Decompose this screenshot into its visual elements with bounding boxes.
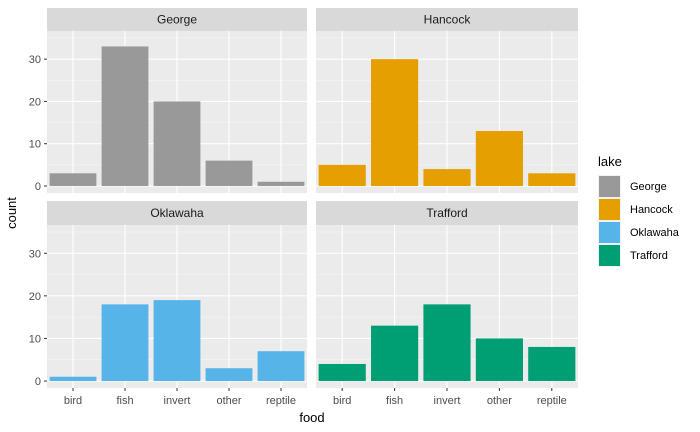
facet-strip (47, 201, 307, 225)
legend-label: Hancock (630, 204, 673, 216)
x-tick-label-other: other (216, 395, 241, 407)
y-axis-title: count (4, 197, 19, 229)
legend-swatch (599, 176, 620, 197)
x-tick-label-bird: bird (64, 395, 82, 407)
y-tick-label: 10 (29, 333, 41, 345)
facet-strip-label: Hancock (424, 13, 472, 27)
legend-label: Trafford (630, 250, 668, 262)
x-axis-title: food (299, 410, 324, 425)
facet-strip (316, 201, 578, 225)
x-tick-label-reptile: reptile (266, 395, 296, 407)
x-tick-label-invert: invert (164, 395, 191, 407)
panel-hancock: Hancock (316, 8, 578, 193)
bar-trafford-fish (371, 325, 419, 381)
bar-george-reptile (257, 181, 305, 186)
bar-trafford-other (475, 338, 523, 381)
legend-item-trafford: Trafford (598, 244, 668, 267)
y-tick-label: 0 (35, 376, 41, 388)
y-tick-label: 20 (29, 96, 41, 108)
bar-oklawaha-other (205, 368, 253, 381)
bar-hancock-invert (423, 169, 471, 186)
bar-oklawaha-invert (153, 300, 201, 381)
legend-swatch (599, 222, 620, 243)
x-tick-label-fish: fish (386, 395, 403, 407)
legend-swatch (599, 199, 620, 220)
bar-hancock-reptile (528, 173, 576, 186)
legend: lake George Hancock Oklawaha Trafford (598, 154, 680, 267)
legend-label: George (630, 181, 667, 193)
bar-hancock-fish (371, 59, 419, 187)
legend-item-oklawaha: Oklawaha (598, 221, 680, 244)
bar-george-bird (49, 173, 97, 186)
facet-panels: George 0 10 20 30 Hancock Oklawaha 0 10 20 30 bird f… (29, 8, 578, 407)
bar-trafford-invert (423, 304, 471, 381)
y-tick-label: 10 (29, 139, 41, 151)
legend-item-hancock: Hancock (598, 198, 673, 221)
y-tick-label: 30 (29, 248, 41, 260)
x-tick-label-fish: fish (116, 395, 133, 407)
bar-oklawaha-bird (49, 376, 97, 381)
y-tick-label: 20 (29, 291, 41, 303)
bar-oklawaha-reptile (257, 351, 305, 381)
legend-title: lake (598, 154, 622, 169)
legend-swatch (599, 245, 620, 266)
x-tick-label-other: other (487, 395, 512, 407)
bar-trafford-bird (318, 363, 366, 381)
legend-label: Oklawaha (630, 227, 680, 239)
y-tick-label: 0 (35, 181, 41, 193)
facet-strip-label: Trafford (426, 206, 467, 220)
x-tick-label-bird: bird (333, 395, 351, 407)
panel-trafford: Trafford bird fish invert other reptile (316, 201, 578, 407)
bar-trafford-reptile (528, 346, 576, 381)
bar-oklawaha-fish (101, 304, 149, 381)
facet-strip (316, 8, 578, 31)
bar-george-invert (153, 101, 201, 186)
x-tick-label-reptile: reptile (537, 395, 567, 407)
bar-hancock-bird (318, 164, 366, 186)
bar-hancock-other (475, 131, 523, 186)
bar-george-other (205, 160, 253, 186)
facet-strip (47, 8, 307, 31)
panel-oklawaha: Oklawaha 0 10 20 30 bird fish invert other reptil… (29, 201, 307, 407)
facet-strip-label: George (157, 13, 197, 27)
panel-george: George 0 10 20 30 (29, 8, 307, 193)
bar-george-fish (101, 46, 149, 187)
y-tick-label: 30 (29, 54, 41, 66)
x-tick-label-invert: invert (434, 395, 461, 407)
legend-item-george: George (598, 175, 667, 198)
facet-strip-label: Oklawaha (150, 206, 204, 220)
